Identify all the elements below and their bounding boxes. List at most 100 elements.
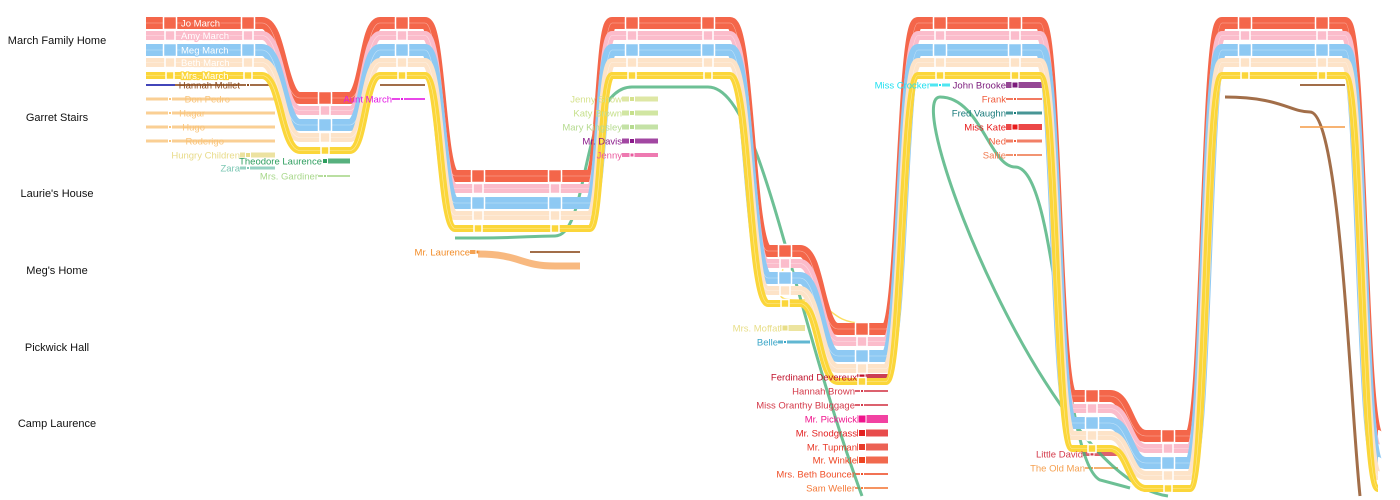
character-label: Hagar: [179, 109, 205, 120]
scene-node: [860, 403, 864, 407]
scene-node: [624, 42, 640, 58]
scene-node: [1013, 111, 1017, 115]
character-label: Mr. Laurence: [415, 248, 470, 259]
scene-node: [242, 29, 254, 42]
scene-node: [629, 138, 635, 144]
location-label: Pickwick Hall: [25, 342, 89, 354]
character-line: [477, 250, 580, 270]
scene-node: [394, 42, 410, 58]
scene-node: [246, 166, 250, 170]
scene-node: [854, 348, 870, 364]
scene-node: [320, 145, 330, 156]
scene-node: [162, 15, 178, 31]
scene-node: [1162, 469, 1174, 482]
character-label: Zara: [220, 164, 240, 175]
scene-node: [629, 152, 635, 158]
scene-node: [934, 56, 946, 69]
scene-node: [858, 456, 866, 464]
scene-node: [703, 70, 713, 81]
scene-node: [624, 15, 640, 31]
scene-node: [1011, 123, 1019, 131]
scene-node: [1316, 56, 1328, 69]
scene-node: [932, 15, 948, 31]
location-label: Camp Laurence: [18, 418, 96, 430]
location-label: Laurie's House: [20, 188, 93, 200]
scene-node: [472, 182, 484, 195]
character-label: John Brooke: [953, 81, 1006, 92]
scene-node: [626, 56, 638, 69]
scene-node: [165, 70, 175, 81]
scene-node: [1240, 70, 1250, 81]
scene-node: [472, 209, 484, 222]
scene-node: [1237, 15, 1253, 31]
scene-node: [164, 29, 176, 42]
character-label: Hannah Brown: [792, 387, 855, 398]
scene-node: [1009, 56, 1021, 69]
character-label: Mary Kingsley: [562, 123, 622, 134]
scene-node: [323, 174, 327, 178]
scene-node: [394, 15, 410, 31]
scene-node: [319, 131, 331, 144]
scene-node: [168, 97, 172, 101]
character-label: Don Pedro: [185, 95, 230, 106]
scene-node: [777, 270, 793, 286]
scene-node: [1086, 429, 1098, 442]
scene-node: [549, 209, 561, 222]
scene-node: [702, 29, 714, 42]
scene-node: [1160, 428, 1176, 444]
character-label: Mr. Tupman: [807, 443, 857, 454]
character-label: Fred Vaughn: [952, 109, 1006, 120]
scene-node: [1314, 42, 1330, 58]
character-label: Ned: [989, 137, 1006, 148]
scene-node: [1007, 42, 1023, 58]
character-label: Aunt March: [343, 95, 392, 106]
scene-node: [1316, 29, 1328, 42]
character-label: Mrs. Gardiner: [260, 172, 318, 183]
character-label: Hugo: [182, 123, 205, 134]
scene-node: [627, 70, 637, 81]
scene-node: [550, 223, 560, 234]
scene-node: [857, 414, 867, 424]
character-label: Hannah Mullet: [179, 81, 241, 92]
scene-node: [700, 42, 716, 58]
character-label: Little David: [1036, 450, 1083, 461]
scene-node: [780, 298, 790, 309]
character-label: Mrs. Moffat: [733, 324, 781, 335]
scene-node: [549, 182, 561, 195]
scene-node: [243, 70, 253, 81]
scene-node: [856, 335, 868, 348]
scene-node: [547, 168, 563, 184]
character-label: Roderigo: [185, 137, 224, 148]
scene-node: [470, 168, 486, 184]
character-label: Theodore Laurence: [239, 157, 322, 168]
character-label: Miss Oranthy Bluggage: [756, 401, 855, 412]
scene-node: [858, 429, 866, 437]
family-label: Amy March: [181, 31, 229, 42]
scene-node: [1086, 402, 1098, 415]
scene-node: [397, 70, 407, 81]
scene-node: [168, 125, 172, 129]
character-label: Mrs. Beth Bouncer: [776, 470, 855, 481]
family-label: Jo March: [181, 19, 220, 30]
scene-node: [1162, 442, 1174, 455]
scene-node: [240, 15, 256, 31]
scene-node: [629, 110, 635, 116]
character-label: Hungry Children: [171, 151, 240, 162]
scene-node: [938, 83, 942, 87]
location-label: Meg's Home: [26, 265, 87, 277]
scene-node: [934, 29, 946, 42]
family-bundle: [146, 15, 1384, 494]
scene-node: [1163, 483, 1173, 494]
scene-node: [781, 324, 789, 332]
scene-node: [322, 158, 328, 164]
scene-node: [1013, 139, 1017, 143]
scene-node: [168, 111, 172, 115]
family-line: [146, 17, 1384, 442]
family-line-edge: [146, 75, 1379, 489]
scene-node: [629, 124, 635, 130]
scene-node: [1084, 415, 1100, 431]
scene-node: [779, 284, 791, 297]
character-label: Mr. Davis: [582, 137, 622, 148]
scene-node: [700, 15, 716, 31]
